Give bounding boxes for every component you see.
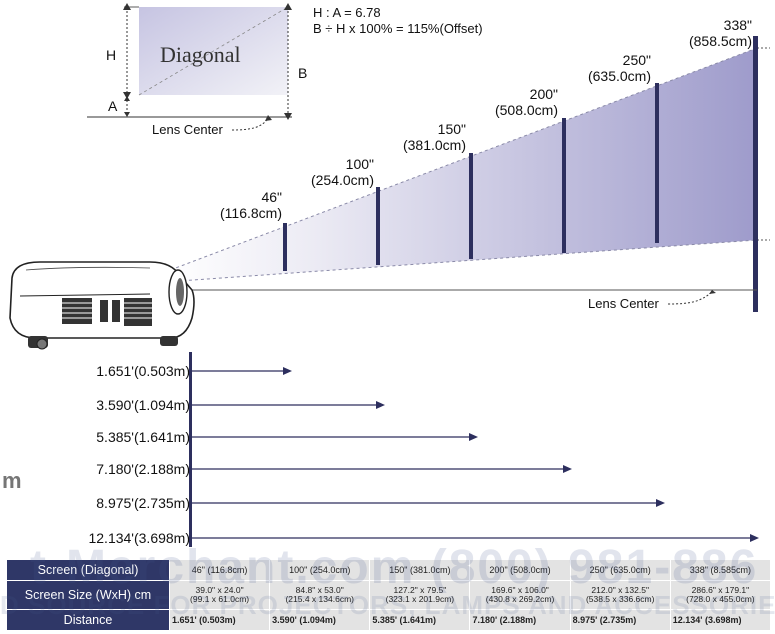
size-label-200: 200" (508.0cm): [494, 86, 558, 118]
inset-box-label: Diagonal: [160, 42, 241, 67]
screen-bar-200: [562, 118, 566, 253]
size-label-250: 250" (635.0cm): [587, 52, 651, 84]
table-cell: 212.0" x 132.5" (538.5 x 336.6cm): [569, 580, 671, 610]
table-cell: 3.590' (1.094m): [269, 609, 371, 631]
table-cell: 39.0" x 24.0" (99.1 x 61.0cm): [168, 580, 271, 610]
distance-axis: [189, 352, 192, 547]
table-row-distance: Distance 1.651' (0.503m) 3.590' (1.094m)…: [6, 609, 772, 631]
table-cell: 286.6" x 179.1" (728.0 x 455.0cm): [669, 580, 772, 610]
table-cell: 127.2" x 79.5" (323.1 x 201.9cm): [369, 580, 471, 610]
size-label-338: 338" (858.5cm): [688, 17, 752, 49]
distance-label-3: 5.385'(1.641m): [96, 429, 190, 445]
table-cell: 338" (8.585cm): [669, 559, 772, 581]
distance-label-1: 1.651'(0.503m): [96, 363, 190, 379]
table-row-size: Screen Size (WxH) cm 39.0" x 24.0" (99.1 …: [6, 580, 772, 610]
table-cell: 1.651' (0.503m): [168, 609, 271, 631]
inset-h-label: H: [106, 47, 117, 63]
screen-bar-46: [283, 223, 287, 271]
spec-table: Screen (Diagonal) 46" (116.8cm) 100" (25…: [6, 559, 772, 631]
inset-lens-center: Lens Center: [152, 122, 223, 137]
screen-bar-100: [376, 187, 380, 265]
watermark-side: m: [2, 468, 22, 493]
projection-beam: [165, 48, 757, 282]
distance-label-2: 3.590'(1.094m): [96, 397, 190, 413]
table-cell: 7.180' (2.188m): [469, 609, 571, 631]
inset-ratio: H : A = 6.78: [313, 5, 381, 20]
size-label-100: 100" (254.0cm): [310, 156, 374, 188]
screen-bar-338: [753, 36, 758, 312]
table-cell: 250" (635.0cm): [569, 559, 671, 581]
beam-bottom-edge: [164, 239, 758, 283]
inset-b-label: B: [298, 65, 308, 81]
watermark-line2: D SOURCE FOR PROJECTORS, LAMPS AND ACCES…: [0, 590, 775, 620]
table-cell: 12.134' (3.698m): [669, 609, 772, 631]
inset-a-label: A: [108, 98, 118, 114]
distance-arrows: [192, 367, 759, 542]
row-header: Distance: [6, 609, 170, 631]
distance-label-5: 8.975'(2.735m): [96, 495, 190, 511]
inset-offset-formula: B ÷ H x 100% = 115%(Offset): [313, 21, 483, 36]
screen-bar-250: [655, 83, 659, 243]
table-cell: 150" (381.0cm): [369, 559, 471, 581]
row-header: Screen Size (WxH) cm: [6, 580, 170, 610]
lens-center-label: Lens Center: [588, 296, 659, 311]
table-cell: 84.8" x 53.0" (215.4 x 134.6cm): [269, 580, 371, 610]
table-cell: 200" (508.0cm): [469, 559, 571, 581]
distance-label-4: 7.180'(2.188m): [96, 461, 190, 477]
size-label-46: 46" (116.8cm): [220, 189, 282, 221]
screen-bar-150: [469, 153, 473, 259]
distance-label-6: 12.134'(3.698m): [88, 530, 190, 546]
size-label-150: 150" (381.0cm): [402, 121, 466, 153]
watermark-line1: t-Merchant.com (800) 981-886: [30, 541, 759, 594]
projector-icon: [9, 261, 195, 350]
table-cell: 100" (254.0cm): [269, 559, 371, 581]
